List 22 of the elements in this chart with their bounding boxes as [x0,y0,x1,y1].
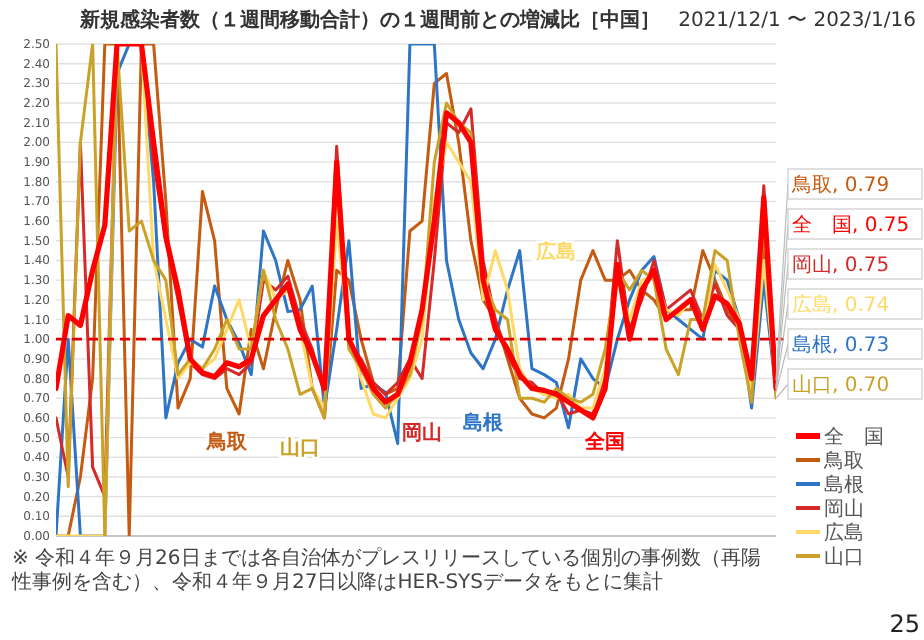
chart-subtitle: 2021/12/1 〜 2023/1/16 [678,10,916,32]
chart-title: 新規感染者数（１週間移動合計）の１週間前との増減比［中国］ [78,8,660,32]
annotation: 島根 [463,410,506,435]
annotation: 山口 [280,436,321,461]
legend-label: 山口 [824,545,864,569]
text: 全 国, 0.75 [792,213,910,237]
annotation: 鳥取 [204,430,249,455]
text: 岡山, 0.75 [792,253,890,277]
annotation: 岡山 [402,420,443,445]
annotation: 全国 [583,430,626,455]
annotation: 広島 [534,240,577,265]
legend-label: 岡山 [824,497,864,521]
text: 25 [889,610,920,638]
legend-label: 鳥取 [822,449,864,473]
text: ※ 令和４年９月26日までは各自治体がプレスリリースしている個別の事例数（再陽性事例を含む）、令和４年９月27日以降はHER-SYSデータをもとに集計 [10,546,761,594]
text: 広島, 0.74 [792,293,890,317]
text: 島根, 0.73 [792,333,890,357]
legend-label: 全 国 [824,425,884,449]
legend-label: 島根 [824,473,864,497]
legend-label: 広島 [824,521,864,545]
text: 山口, 0.70 [792,373,890,397]
text: 鳥取, 0.79 [790,173,890,197]
